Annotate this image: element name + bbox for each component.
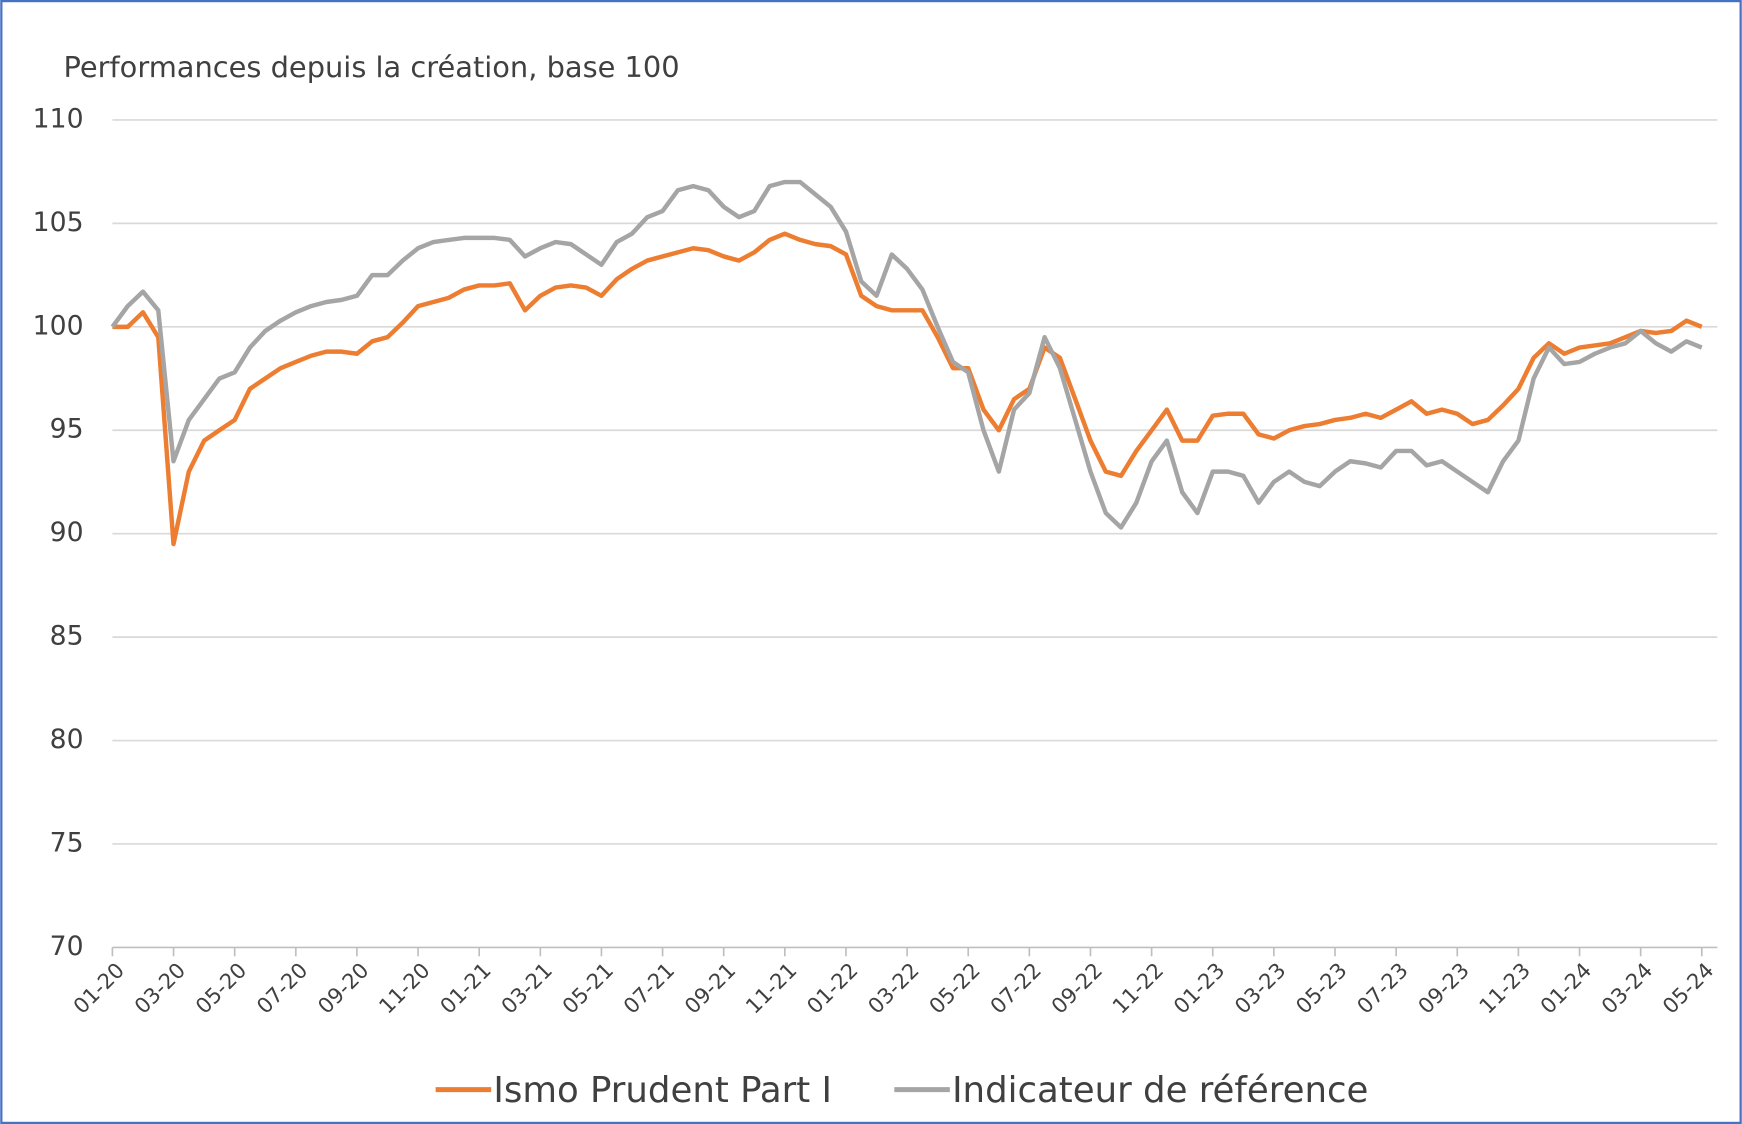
y-tick-label: 85: [50, 621, 84, 652]
y-tick-label: 105: [33, 207, 84, 238]
y-tick-label: 75: [50, 827, 84, 858]
y-tick-label: 90: [50, 517, 84, 548]
chart-title: Performances depuis la création, base 10…: [64, 50, 680, 84]
legend-label: Indicateur de référence: [952, 1070, 1368, 1111]
y-tick-label: 95: [50, 414, 84, 445]
y-tick-label: 110: [33, 103, 84, 134]
y-tick-label: 70: [50, 931, 84, 962]
series-line: [112, 231, 1703, 547]
y-tick-label: 80: [50, 724, 84, 755]
y-tick-label: 100: [33, 310, 84, 341]
series-line: [110, 179, 1703, 530]
legend-label: Ismo Prudent Part I: [493, 1070, 832, 1111]
